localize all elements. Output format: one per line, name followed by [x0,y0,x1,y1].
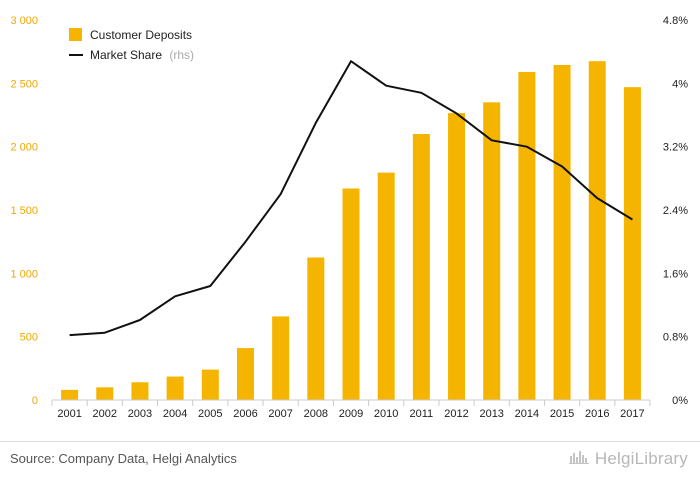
deposit-bar [518,71,536,400]
x-tick-label: 2016 [585,408,609,420]
deposit-bars [61,61,641,401]
x-tick-label: 2001 [57,408,81,420]
x-tick-label: 2007 [268,408,292,420]
left-tick-label: 3 000 [10,15,38,27]
deposit-bar [96,387,114,400]
x-tick-label: 2008 [304,408,328,420]
market-share-line [69,60,633,337]
x-tick-label: 2017 [620,408,644,420]
right-axis: 0% 0.8% 1.6% 2.4% 3.2% 4% 4.8% [663,15,688,407]
left-tick-label: 2 500 [10,78,38,90]
left-tick-label: 1 500 [10,205,38,217]
brand-name: HelgiLibrary [594,448,688,468]
library-icon [568,448,591,469]
legend-share-rhs: (rhs) [169,48,194,62]
deposit-bar [236,348,254,400]
deposit-bar [412,134,430,400]
legend-share-name: Market Share [90,48,162,62]
x-tick-label: 2010 [374,408,398,420]
deposit-bar [61,389,79,400]
x-tick-label: 2011 [410,408,434,420]
deposit-bar [131,382,149,400]
x-tick-label: 2006 [233,408,257,420]
x-axis: 2001 2002 2003 2004 2005 2006 2007 2008 2009 2010… [51,399,651,420]
legend: Customer Deposits Market Share (rhs) [69,28,194,62]
footer-divider [0,441,700,442]
x-tick-label: 2003 [128,408,152,420]
left-tick-label: 500 [20,332,38,344]
x-tick-label: 2014 [515,408,539,420]
x-tick-label: 2004 [163,408,187,420]
deposit-bar [623,87,641,400]
deposit-bar [377,172,395,400]
deposit-bar [166,376,184,400]
right-tick-label: 2.4% [663,205,688,217]
legend-share-label: Market Share (rhs) [90,48,194,62]
right-tick-label: 0.8% [663,332,688,344]
x-tick-label: 2015 [550,408,574,420]
deposit-bar [201,369,219,400]
x-tick-label: 2012 [444,408,468,420]
market-share-polyline [69,60,633,337]
legend-deposits-label: Customer Deposits [90,28,192,42]
deposit-bar [553,64,571,400]
left-tick-label: 1 000 [10,268,38,280]
left-tick-label: 0 [32,395,38,407]
x-tick-label: 2005 [198,408,222,420]
deposit-bar [588,61,606,401]
x-tick-label: 2002 [93,408,117,420]
deposit-bar [483,102,501,400]
source-note: Source: Company Data, Helgi Analytics [10,451,237,466]
deposit-bar [342,188,360,400]
right-tick-label: 1.6% [663,268,688,280]
brand-logo: HelgiLibrary [568,448,688,469]
right-tick-label: 3.2% [663,142,688,154]
right-tick-label: 4% [672,78,688,90]
x-tick-label: 2009 [339,408,363,420]
right-tick-label: 4.8% [663,15,688,27]
left-axis: 0 500 1 000 1 500 2 000 2 500 3 000 [10,15,38,407]
deposit-bar [448,113,466,400]
right-tick-label: 0% [672,395,688,407]
deposit-bar [307,257,325,400]
legend-deposits-swatch [69,28,82,41]
x-tick-label: 2013 [479,408,503,420]
left-tick-label: 2 000 [10,142,38,154]
deposit-bar [272,316,290,400]
combo-chart: 0 500 1 000 1 500 2 000 2 500 3 000 0% 0.8% 1.6%… [10,15,688,420]
